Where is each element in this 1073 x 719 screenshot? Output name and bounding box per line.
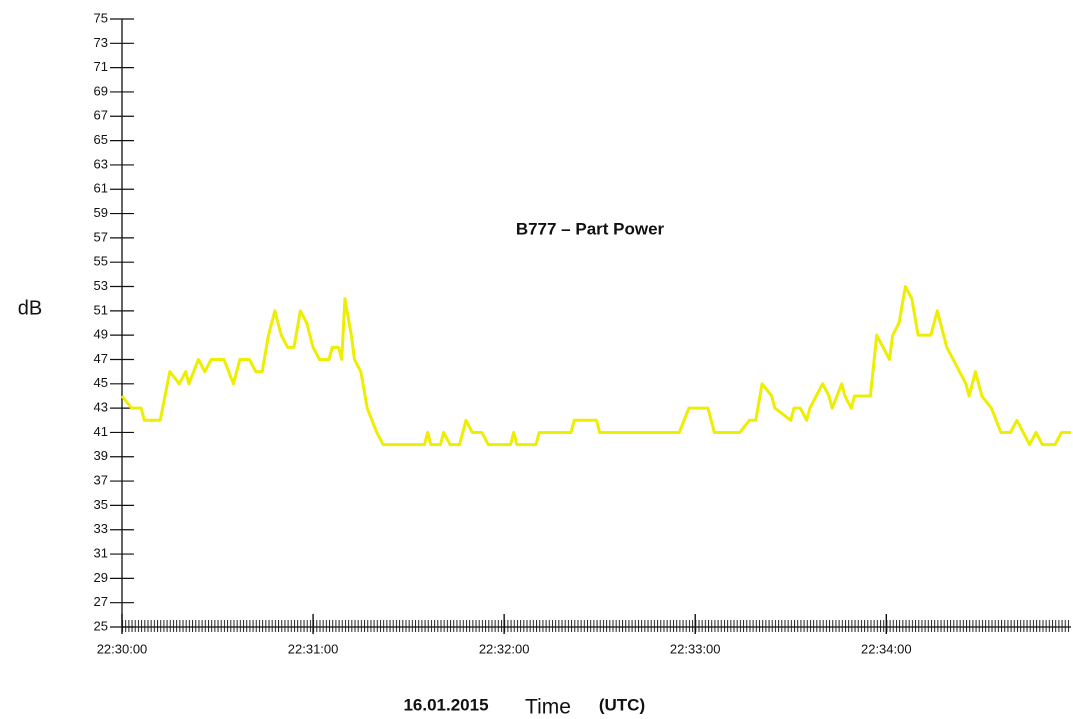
y-axis-label: dB (18, 297, 42, 319)
y-tick-label: 51 (94, 302, 108, 317)
y-tick-label: 67 (94, 108, 108, 123)
x-axis-unit: (UTC) (599, 695, 645, 714)
y-tick-label: 73 (94, 35, 108, 50)
y-tick-label: 37 (94, 473, 108, 488)
y-tick-label: 53 (94, 278, 108, 293)
y-tick-label: 41 (94, 424, 108, 439)
y-tick-label: 59 (94, 205, 108, 220)
y-tick-label: 33 (94, 521, 108, 536)
x-tick-label: 22:31:00 (288, 641, 339, 656)
y-tick-label: 61 (94, 181, 108, 196)
chart-title: B777 – Part Power (516, 219, 665, 238)
y-tick-label: 43 (94, 400, 108, 415)
y-tick-label: 45 (94, 375, 108, 390)
y-tick-label: 49 (94, 327, 108, 342)
y-tick-label: 63 (94, 156, 108, 171)
data-line (120, 285, 1071, 447)
x-tick-label: 22:34:00 (861, 641, 912, 656)
y-tick-label: 25 (94, 618, 108, 633)
x-tick-label: 22:32:00 (479, 641, 530, 656)
y-tick-label: 69 (94, 83, 108, 98)
y-tick-label: 57 (94, 229, 108, 244)
y-tick-label: 35 (94, 497, 108, 512)
y-tick-label: 71 (94, 59, 108, 74)
y-tick-label: 75 (94, 10, 108, 25)
y-tick-label: 55 (94, 254, 108, 269)
x-axis-label: Time (525, 696, 571, 719)
y-tick-label: 31 (94, 545, 108, 560)
y-tick-label: 65 (94, 132, 108, 147)
y-tick-label: 47 (94, 351, 108, 366)
date-label: 16.01.2015 (403, 695, 488, 714)
y-tick-label: 39 (94, 448, 108, 463)
y-tick-label: 27 (94, 594, 108, 609)
minor-ticks (122, 620, 1071, 632)
x-tick-label: 22:30:00 (97, 641, 148, 656)
x-tick-label: 22:33:00 (670, 641, 721, 656)
y-tick-label: 29 (94, 570, 108, 585)
